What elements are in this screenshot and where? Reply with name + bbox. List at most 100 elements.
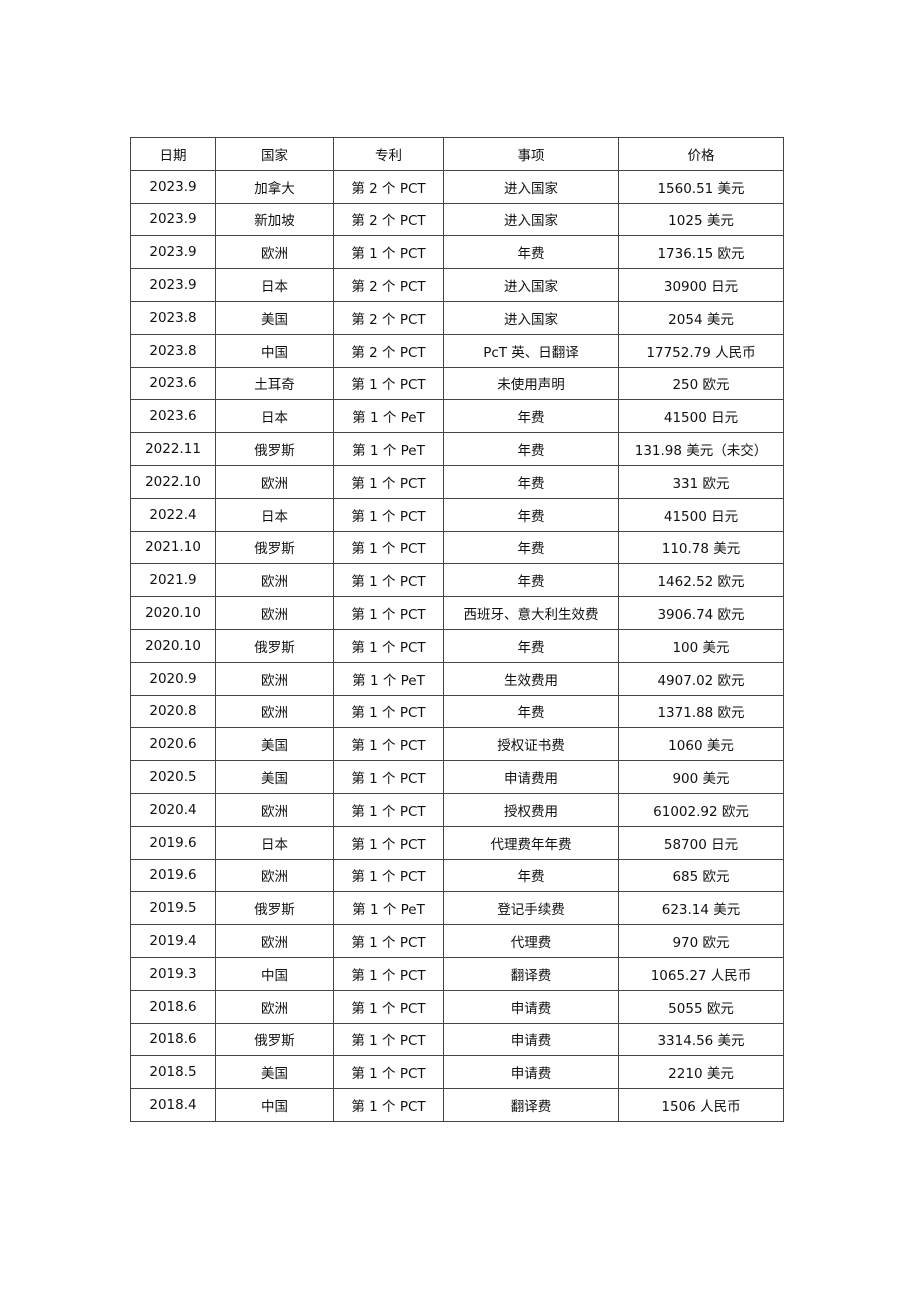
table-row: 2023.9 加拿大第 2 个 PCT 进入国家 1560.51 美元 [130, 169, 784, 204]
cell-item: 年费 [443, 628, 619, 663]
cell-price: 100 美元 [618, 628, 784, 663]
cell-price: 3314.56 美元 [618, 1022, 784, 1057]
cell-country: 美国 [215, 727, 334, 762]
header-price: 价格 [618, 137, 784, 171]
cell-item: 年费 [443, 858, 619, 893]
cell-date: 2018.4 [130, 1088, 216, 1122]
table-row: 2020.10 欧洲第 1 个 PCT 西班牙、意大利生效费 3906.74 欧元 [130, 596, 784, 630]
table-row: 2019.6 欧洲第 1 个 PCT 年费 685 欧元 [130, 858, 784, 893]
cell-item: 申请费 [443, 1055, 619, 1090]
cell-country: 土耳奇 [215, 366, 334, 401]
cell-price: 1060 美元 [618, 727, 784, 762]
cell-date: 2021.10 [130, 530, 216, 565]
cell-price: 685 欧元 [618, 858, 784, 893]
cell-price: 2054 美元 [618, 300, 784, 335]
cell-date: 2020.8 [130, 694, 216, 729]
cell-date: 2023.9 [130, 202, 216, 237]
cell-date: 2022.4 [130, 497, 216, 532]
table-row: 2023.9 新加坡第 2 个 PCT 进入国家 1025 美元 [130, 202, 784, 237]
header-country: 国家 [215, 137, 334, 171]
cell-country: 欧洲 [215, 989, 334, 1024]
cell-item: 代理费 [443, 924, 619, 958]
cell-item: 授权证书费 [443, 727, 619, 762]
cell-price: 1506 人民币 [618, 1088, 784, 1122]
cell-patent: 第 1 个 PCT [333, 924, 444, 958]
table-row: 2023.6 土耳奇第 1 个 PCT 未使用声明 250 欧元 [130, 366, 784, 401]
cell-patent: 第 2 个 PCT [333, 300, 444, 335]
cell-country: 日本 [215, 268, 334, 302]
cell-country: 欧洲 [215, 858, 334, 893]
cell-country: 欧洲 [215, 924, 334, 958]
cell-item: 授权费用 [443, 792, 619, 827]
table-row: 2020.9 欧洲第 1 个 PeT 生效费用 4907.02 欧元 [130, 661, 784, 696]
cell-country: 俄罗斯 [215, 432, 334, 466]
cell-patent: 第 1 个 PeT [333, 399, 444, 434]
cell-price: 1560.51 美元 [618, 169, 784, 204]
cell-item: 年费 [443, 432, 619, 466]
table-row: 2022.11 俄罗斯第 1 个 PeT 年费 131.98 美元（未交） [130, 432, 784, 466]
cell-country: 欧洲 [215, 596, 334, 630]
cell-item: PcT 英、日翻译 [443, 333, 619, 368]
cell-patent: 第 1 个 PCT [333, 956, 444, 991]
cell-item: 申请费 [443, 1022, 619, 1057]
cell-date: 2021.9 [130, 563, 216, 598]
cell-date: 2023.8 [130, 300, 216, 335]
cell-price: 1736.15 欧元 [618, 235, 784, 270]
cell-country: 欧洲 [215, 464, 334, 499]
cell-patent: 第 1 个 PCT [333, 563, 444, 598]
table-row: 2020.10 俄罗斯第 1 个 PCT 年费 100 美元 [130, 628, 784, 663]
cell-price: 1065.27 人民币 [618, 956, 784, 991]
cell-item: 年费 [443, 235, 619, 270]
cell-country: 加拿大 [215, 169, 334, 204]
cell-patent: 第 1 个 PCT [333, 366, 444, 401]
table-row: 2021.10 俄罗斯第 1 个 PCT 年费 110.78 美元 [130, 530, 784, 565]
cell-price: 2210 美元 [618, 1055, 784, 1090]
table-row: 2020.5 美国第 1 个 PCT 申请费用 900 美元 [130, 760, 784, 794]
cell-country: 欧洲 [215, 661, 334, 696]
cell-date: 2020.10 [130, 628, 216, 663]
cell-item: 年费 [443, 694, 619, 729]
cell-patent: 第 2 个 PCT [333, 169, 444, 204]
cell-date: 2023.9 [130, 235, 216, 270]
cell-date: 2020.4 [130, 792, 216, 827]
cell-date: 2023.9 [130, 169, 216, 204]
cell-price: 5055 欧元 [618, 989, 784, 1024]
cell-item: 年费 [443, 530, 619, 565]
cell-date: 2020.10 [130, 596, 216, 630]
table-row: 2018.4 中国第 1 个 PCT 翻译费 1506 人民币 [130, 1088, 784, 1122]
cell-country: 俄罗斯 [215, 1022, 334, 1057]
cell-item: 进入国家 [443, 169, 619, 204]
cell-price: 17752.79 人民币 [618, 333, 784, 368]
cell-item: 生效费用 [443, 661, 619, 696]
table-row: 2019.6 日本第 1 个 PCT 代理费年年费 58700 日元 [130, 825, 784, 860]
cell-patent: 第 1 个 PCT [333, 694, 444, 729]
cell-price: 331 欧元 [618, 464, 784, 499]
cell-date: 2018.6 [130, 989, 216, 1024]
cell-date: 2023.8 [130, 333, 216, 368]
cell-price: 1371.88 欧元 [618, 694, 784, 729]
cell-price: 3906.74 欧元 [618, 596, 784, 630]
cell-price: 1025 美元 [618, 202, 784, 237]
cell-price: 110.78 美元 [618, 530, 784, 565]
cell-country: 欧洲 [215, 563, 334, 598]
table-row: 2023.6 日本第 1 个 PeT 年费 41500 日元 [130, 399, 784, 434]
cell-item: 代理费年年费 [443, 825, 619, 860]
cell-item: 翻译费 [443, 956, 619, 991]
cell-price: 623.14 美元 [618, 891, 784, 926]
cell-patent: 第 1 个 PCT [333, 1022, 444, 1057]
cell-date: 2023.9 [130, 268, 216, 302]
cell-item: 年费 [443, 464, 619, 499]
cell-date: 2020.6 [130, 727, 216, 762]
cell-date: 2022.11 [130, 432, 216, 466]
cell-country: 俄罗斯 [215, 530, 334, 565]
cell-country: 欧洲 [215, 235, 334, 270]
cell-date: 2019.5 [130, 891, 216, 926]
cell-patent: 第 1 个 PCT [333, 858, 444, 893]
cell-patent: 第 1 个 PCT [333, 989, 444, 1024]
cell-date: 2019.4 [130, 924, 216, 958]
cell-date: 2023.6 [130, 366, 216, 401]
cell-patent: 第 1 个 PeT [333, 661, 444, 696]
fee-table: 日期 国家 专利 事项 价格 2023.9 加拿大第 2 个 PCT 进入国家 1560.51… [130, 137, 784, 1122]
cell-price: 970 欧元 [618, 924, 784, 958]
cell-date: 2018.6 [130, 1022, 216, 1057]
